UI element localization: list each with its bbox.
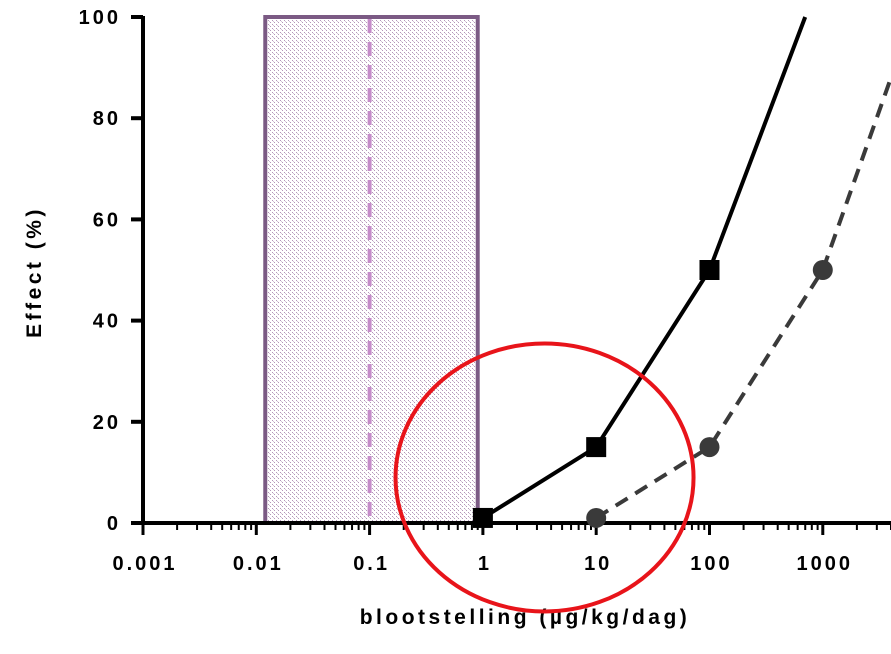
labels-layer: blootstelling (µg/kg/dag) Effect (%) (23, 206, 691, 629)
square-marker (699, 260, 720, 280)
y-tick-label: 20 (93, 412, 121, 434)
y-tick-label: 80 (93, 108, 121, 130)
y-tick-label: 40 (93, 311, 121, 333)
y-tick-label: 0 (107, 513, 121, 535)
x-tick-label: 1 (478, 553, 492, 575)
x-axis-title: blootstelling (µg/kg/dag) (360, 606, 691, 629)
square-marker (472, 507, 493, 528)
x-tick-label: 100 (690, 553, 732, 575)
annotation-layer (263, 15, 480, 525)
square-marker (586, 437, 607, 458)
highlight-layer (393, 341, 696, 614)
y-tick-label: 100 (79, 7, 121, 29)
x-tick-label: 0.001 (112, 553, 177, 575)
highlight-ellipse (393, 341, 696, 614)
series-line-1 (481, 16, 808, 520)
x-tick-label: 10 (584, 553, 612, 575)
y-tick-label: 60 (93, 209, 121, 231)
axes-layer: 0 20 40 60 80 100 0.001 0.01 0.1 1 10 100 1000 (79, 7, 891, 575)
series-layer (472, 16, 891, 528)
x-tick-label: 0.01 (233, 553, 284, 575)
x-tick-label: 1000 (797, 553, 854, 575)
circle-marker (699, 437, 720, 458)
circle-marker (586, 507, 607, 528)
series-line-2 (595, 77, 891, 520)
circle-marker (812, 260, 833, 280)
x-tick-label: 0.1 (353, 553, 390, 575)
y-axis-title: Effect (%) (23, 206, 46, 338)
